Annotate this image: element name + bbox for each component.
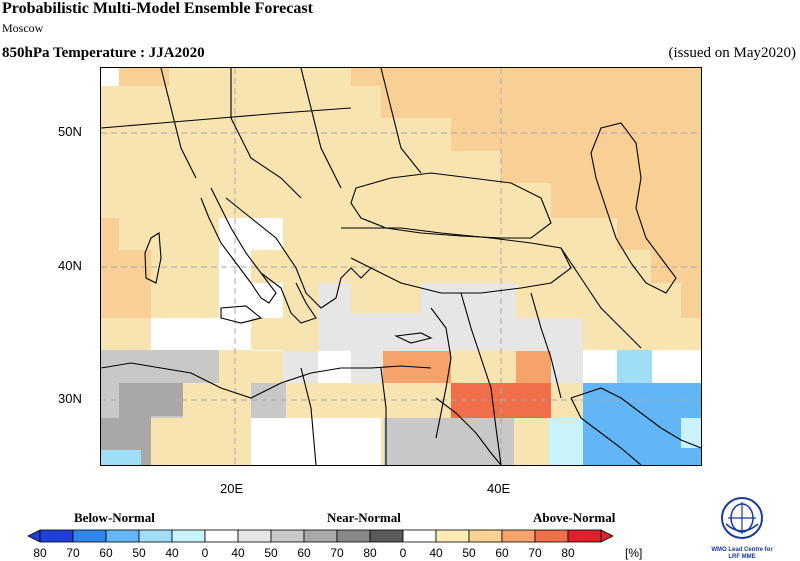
legend-tick-label: 80 — [363, 546, 377, 560]
below60-region — [583, 383, 701, 465]
legend-box-below-2 — [105, 529, 140, 543]
legend-tick-label: 40 — [429, 546, 443, 560]
near60-region — [101, 383, 183, 465]
legend-box-below-4 — [171, 529, 206, 543]
forecast-map[interactable] — [100, 67, 702, 466]
legend-tick-label: 70 — [330, 546, 344, 560]
below40-region — [549, 418, 583, 465]
legend-box-below-3 — [138, 529, 173, 543]
logo-line2: LRF MME — [728, 554, 756, 560]
legend-tick-label: 60 — [297, 546, 311, 560]
legend-tick-label: 40 — [165, 546, 179, 560]
lon-label-20e: 20E — [220, 481, 244, 496]
wmo-logo: WMO Lead Centre for LRF MME — [704, 494, 780, 560]
legend-box-near-3 — [336, 529, 371, 543]
legend-tick-label: 70 — [66, 546, 80, 560]
grid-lines — [101, 68, 701, 465]
legend-near-normal-title: Near-Normal — [327, 510, 401, 525]
wmo-emblem-icon — [721, 497, 763, 539]
page-title: Probabilistic Multi-Model Ensemble Forec… — [2, 0, 313, 17]
legend-tick-label: 70 — [528, 546, 542, 560]
legend-box-below-1 — [72, 529, 107, 543]
legend-tick-label: 60 — [495, 546, 509, 560]
coastlines — [101, 68, 701, 465]
lat-label-30n: 30N — [58, 391, 82, 406]
legend-box-near-4 — [369, 529, 404, 543]
legend-box-near-0 — [237, 529, 272, 543]
legend-tick-label: 50 — [132, 546, 146, 560]
legend-colorbar: 80 70 60 50 40 0 40 50 60 70 80 0 40 50 60 70 80 [%] — [27, 529, 642, 560]
legend-tick-label: 50 — [264, 546, 278, 560]
page-subtitle: Moscow — [2, 21, 44, 35]
legend-box-above-0 — [435, 529, 470, 543]
near50-region-ec — [384, 418, 514, 465]
white-region-se2 — [652, 350, 701, 383]
legend-tick-label: 0 — [202, 546, 209, 560]
white-region-se — [583, 350, 617, 383]
lat-label-40n: 40N — [58, 258, 82, 273]
above60-region-2 — [516, 351, 551, 383]
above50-region-west — [101, 218, 151, 318]
legend-tick-label: 0 — [400, 546, 407, 560]
legend-box-above-2 — [501, 529, 536, 543]
lon-label-40e: 40E — [487, 481, 511, 496]
legend-box-above-1 — [468, 529, 503, 543]
legend-tick-label: 50 — [462, 546, 476, 560]
legend-tick-label: 60 — [99, 546, 113, 560]
near40-region-s2 — [251, 418, 381, 465]
variable-label: 850hPa Temperature : JJA2020 — [2, 45, 205, 61]
legend-box-near-2 — [303, 529, 338, 543]
legend-box-above-3 — [534, 529, 569, 543]
legend-right-arrow — [600, 529, 614, 543]
legend-tick-label: 80 — [33, 546, 47, 560]
legend-left-arrow — [27, 529, 41, 543]
legend-tick-label: 40 — [231, 546, 245, 560]
legend-box-near-1 — [270, 529, 305, 543]
legend-unit: [%] — [625, 546, 642, 560]
legend-below-normal-title: Below-Normal — [74, 510, 155, 525]
legend-box-above-4 — [567, 529, 602, 543]
logo-line1: WMO Lead Centre for — [711, 547, 773, 553]
below50-region-2 — [101, 450, 141, 465]
issued-label: (issued on May2020) — [668, 45, 797, 61]
legend-tick-label: 80 — [561, 546, 575, 560]
legend-box-white-0 — [204, 529, 239, 543]
below40-region-2 — [681, 418, 701, 448]
legend-box-below-0 — [39, 529, 74, 543]
legend-labels: 80 70 60 50 40 0 40 50 60 70 80 0 40 50 60 70 80 [%] — [33, 546, 642, 560]
legend-above-normal-title: Above-Normal — [533, 510, 616, 525]
near40-region-sw — [283, 351, 318, 383]
lat-label-50n: 50N — [58, 124, 82, 139]
forecast-map-svg — [101, 68, 701, 465]
above50-small-n — [119, 68, 169, 86]
above50-region — [351, 68, 701, 318]
below50-region — [617, 350, 652, 383]
legend-box-white-1 — [402, 529, 437, 543]
white-region-ne — [101, 68, 119, 86]
legend-boxes — [27, 529, 614, 543]
